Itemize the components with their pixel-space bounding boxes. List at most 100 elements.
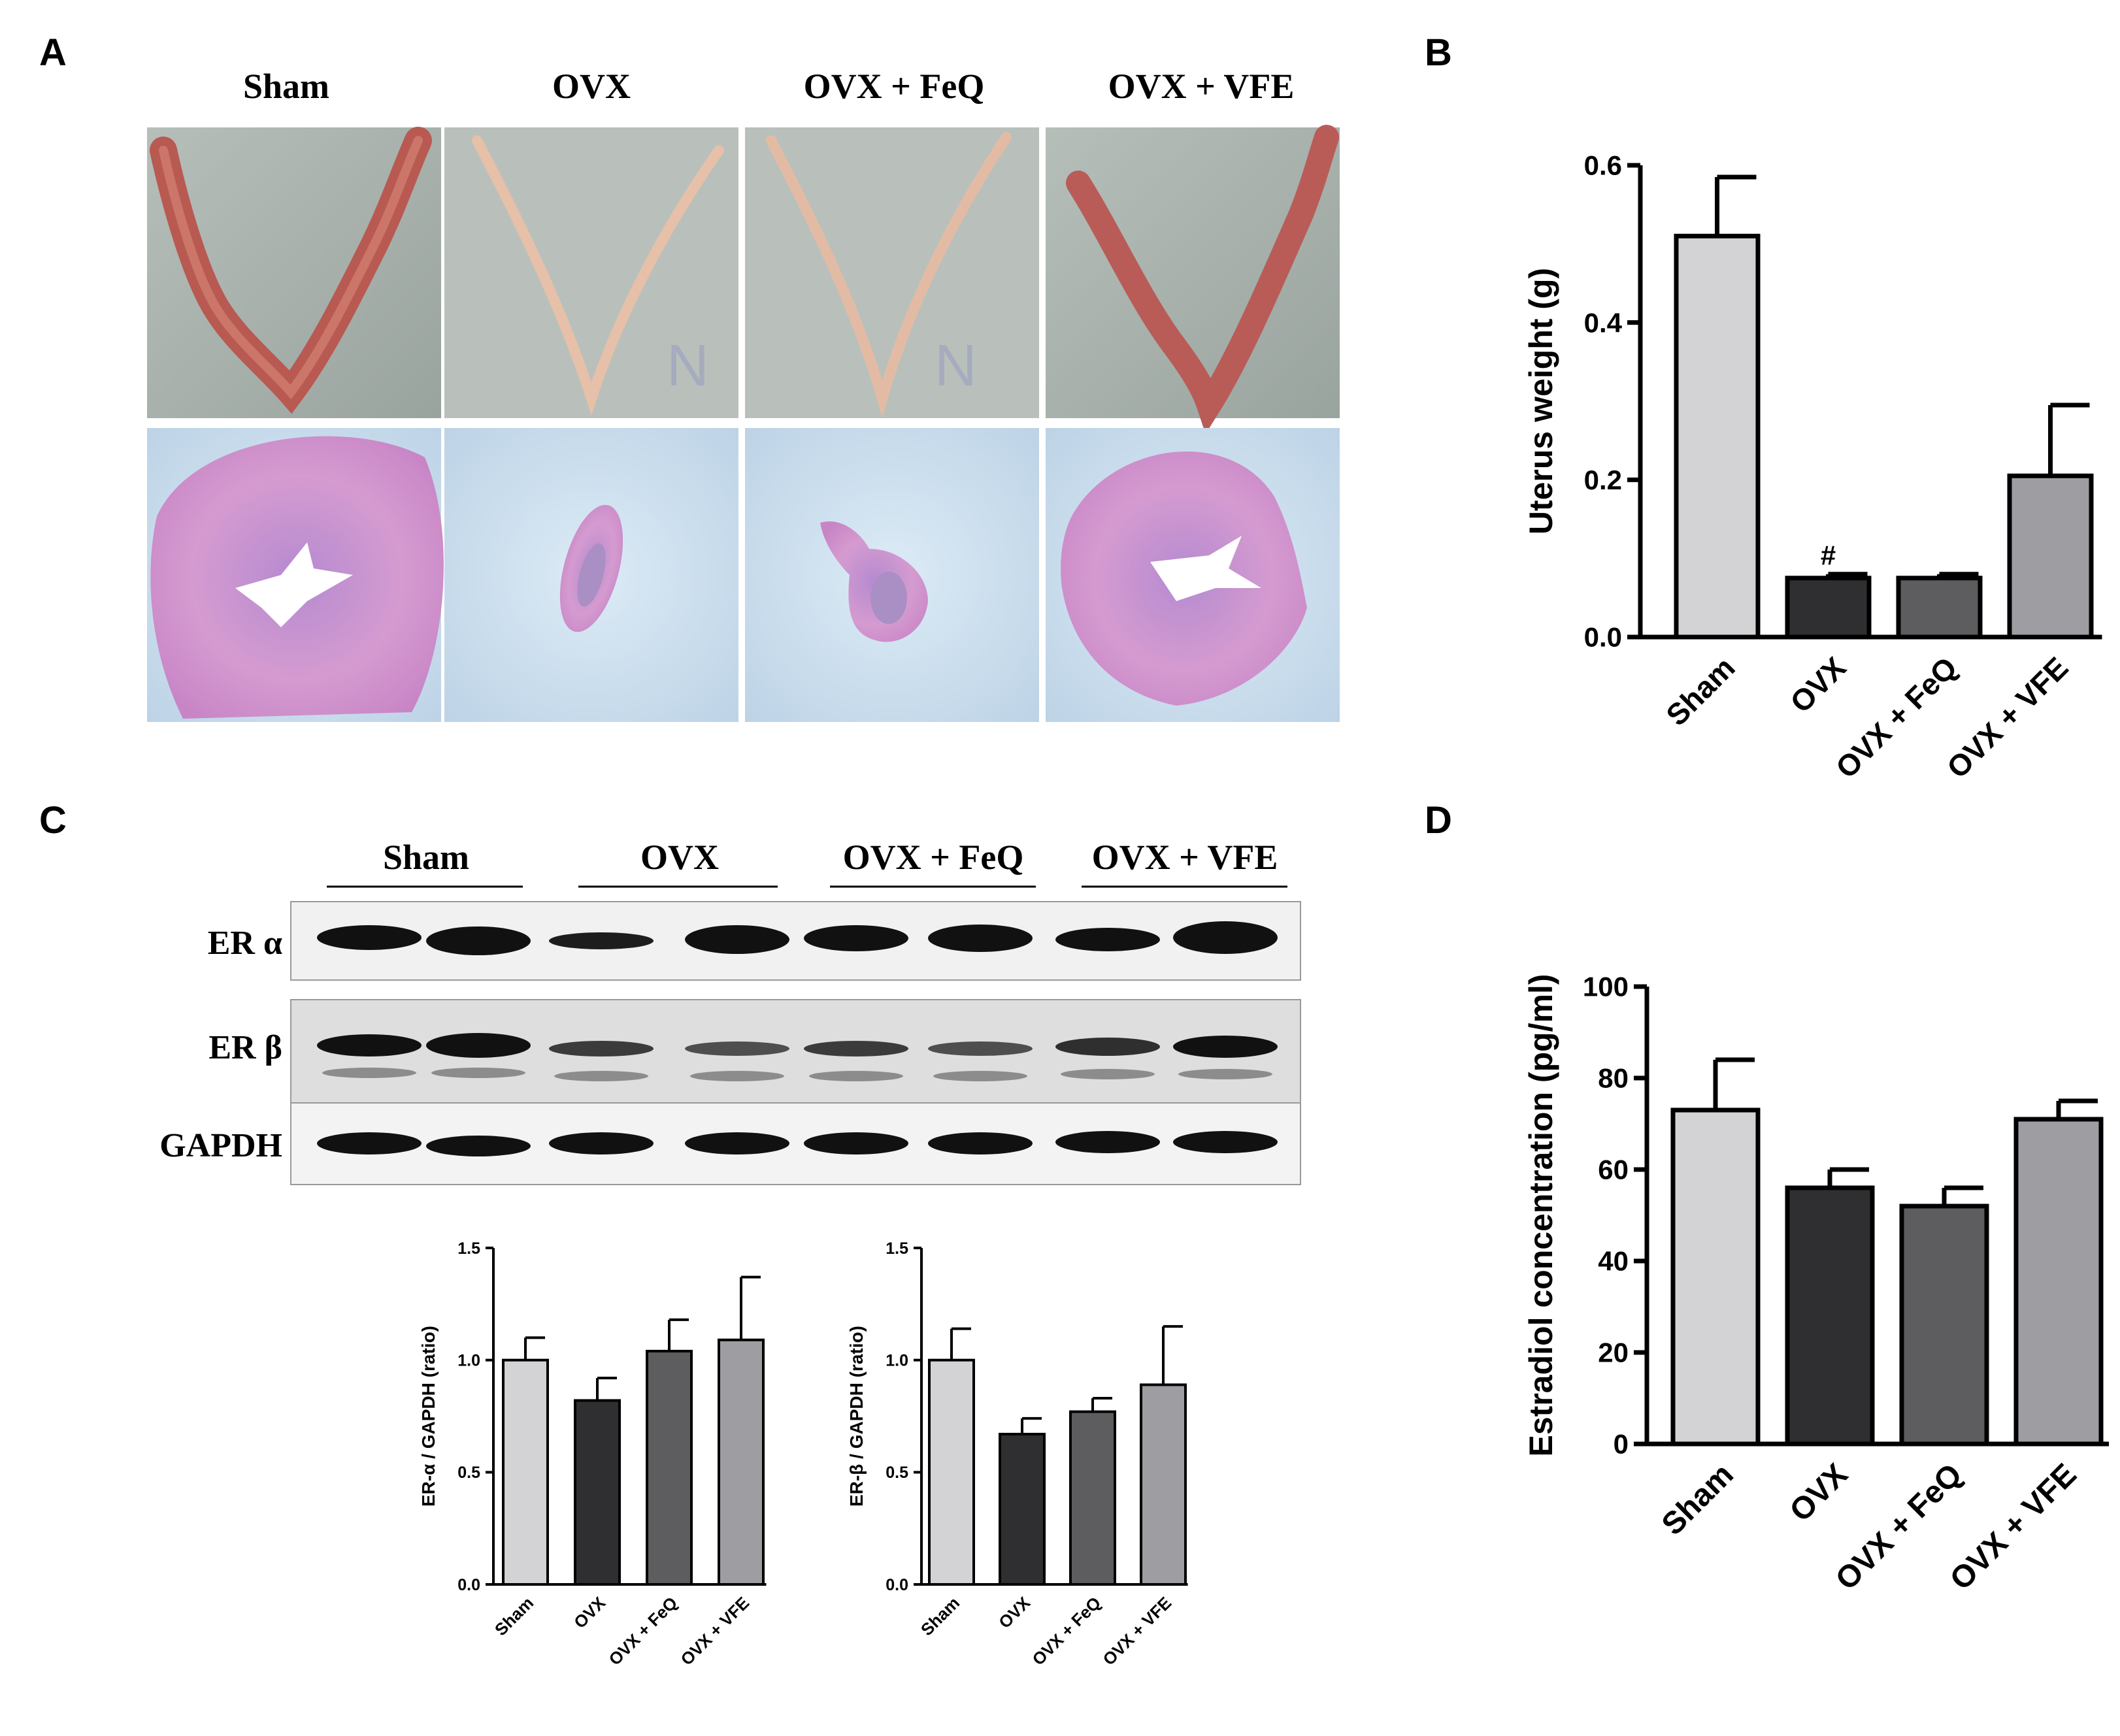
svg-text:N: N (667, 333, 709, 399)
blot-band (1173, 1036, 1278, 1058)
blot-band (804, 1041, 908, 1056)
y-tick-label: 40 (1598, 1246, 1629, 1277)
bar-ovx-feq (1899, 1204, 1989, 1447)
blot-label-er-beta: ER β (208, 1029, 282, 1066)
bar-ovx-vfe (2013, 1117, 2104, 1447)
bar-sham (928, 1358, 975, 1586)
svg-text:N: N (935, 333, 977, 399)
x-category-label: Sham (491, 1593, 537, 1639)
y-tick-label: 0.0 (457, 1576, 480, 1594)
bar-ovx (999, 1432, 1046, 1586)
x-category-label: OVX (995, 1593, 1035, 1633)
y-tick-label: 0.0 (886, 1576, 908, 1594)
panel-a-group-title-ovx: OVX (552, 67, 631, 106)
uterus-photo-ovx: N (444, 127, 738, 418)
blot-membrane (290, 999, 1301, 1115)
y-tick-label: 0 (1614, 1429, 1629, 1460)
blot-band (317, 925, 422, 950)
uterus-photo-vfe (1046, 125, 1340, 434)
blot-band-lower (690, 1071, 784, 1081)
blot-band-lower (322, 1068, 416, 1078)
x-category-label: Sham (1655, 1457, 1740, 1542)
bar-ovx-vfe (1140, 1383, 1187, 1586)
y-axis-title: ER-β / GAPDH (ratio) (846, 1326, 867, 1507)
blot-strip-er-alpha (290, 901, 1301, 981)
blot-band (426, 1033, 531, 1058)
y-tick-label: 0.6 (1584, 150, 1622, 181)
blot-band (928, 925, 1033, 952)
bar-sham (502, 1358, 549, 1586)
panel-c-group-title-feq: OVX + FeQ (843, 838, 1024, 877)
x-category-label: OVX + VFE (1099, 1593, 1175, 1669)
histology-sham (147, 428, 444, 722)
x-category-label: OVX (570, 1593, 610, 1633)
y-tick-label: 1.5 (886, 1239, 908, 1258)
histology-vfe (1046, 428, 1340, 722)
y-tick-label: 0.4 (1584, 307, 1623, 338)
y-tick-label: 0.0 (1584, 622, 1622, 653)
blot-band-lower (554, 1071, 648, 1081)
panel-c-group-title-ovx: OVX (640, 838, 719, 877)
x-category-label: OVX (1783, 650, 1853, 719)
y-axis-title: ER-α / GAPDH (ratio) (418, 1326, 439, 1507)
blot-band (685, 1041, 789, 1056)
blot-band (317, 1034, 422, 1056)
y-tick-label: 100 (1583, 972, 1629, 1002)
panel-c-group-title-sham: Sham (383, 838, 469, 877)
panel-b-letter: B (1425, 31, 1452, 74)
histology-row (147, 428, 1340, 722)
panel-c-group-title-vfe: OVX + VFE (1092, 838, 1278, 877)
histology-ovx (444, 428, 738, 722)
blot-strip-er-beta (290, 999, 1301, 1115)
y-tick-label: 1.0 (457, 1351, 480, 1369)
bar-ovx-vfe (2007, 473, 2094, 640)
y-axis-title: Estradiol concentration (pg/ml) (1523, 974, 1559, 1457)
blot-label-er-alpha: ER α (208, 925, 282, 962)
x-category-label: OVX + VFE (1940, 650, 2075, 785)
x-category-label: OVX + FeQ (1028, 1593, 1104, 1669)
blot-band (1173, 1131, 1278, 1153)
bar-ovx-feq (646, 1349, 693, 1586)
x-category-label: Sham (917, 1593, 963, 1639)
chart-d-estradiol: 0 20 40 60 80 100 Estradiol concentration (pg/… (1523, 972, 2109, 1597)
bar-ovx (574, 1399, 621, 1586)
blot-band-lower (1061, 1069, 1155, 1079)
blot-band (685, 925, 789, 954)
blot-band (1055, 928, 1160, 951)
panel-a-group-title-sham: Sham (243, 67, 329, 106)
western-blot-strips (290, 901, 1301, 1185)
y-tick-label: 20 (1598, 1337, 1629, 1368)
bar-sham (1670, 1107, 1761, 1447)
panel-a-group-title-feq: OVX + FeQ (804, 67, 985, 106)
panel-c-letter: C (39, 799, 67, 842)
bar-ovx (1785, 1185, 1875, 1447)
blot-band (426, 1136, 531, 1156)
y-tick-label: 80 (1598, 1063, 1629, 1094)
bar-ovx-vfe (718, 1338, 765, 1586)
blot-band (804, 925, 908, 951)
blot-band (804, 1132, 908, 1155)
x-category-label: Sham (1659, 650, 1741, 732)
histology-feq (745, 428, 1039, 722)
blot-band-lower (431, 1068, 525, 1078)
panel-d-letter: D (1425, 799, 1452, 842)
blot-band (549, 1132, 654, 1155)
y-tick-label: 1.5 (457, 1239, 480, 1258)
y-tick-label: 0.2 (1584, 465, 1622, 495)
blot-band (317, 1132, 422, 1155)
chart-c-er-alpha: 0.00.51.01.5ER-α / GAPDH (ratio)Sham OVXO… (418, 1239, 767, 1669)
significance-annotation: # (1821, 540, 1836, 571)
y-tick-label: 0.5 (457, 1464, 480, 1482)
blot-label-gapdh: GAPDH (159, 1127, 282, 1164)
y-tick-label: 1.0 (886, 1351, 908, 1369)
blot-band (1055, 1131, 1160, 1153)
x-category-label: OVX + FeQ (605, 1593, 681, 1669)
x-category-label: OVX + VFE (676, 1593, 753, 1669)
blot-band (928, 1132, 1033, 1155)
y-axis-title: Uterus weight (g) (1523, 268, 1559, 534)
blot-band-lower (809, 1071, 903, 1081)
blot-band-lower (933, 1071, 1027, 1081)
uterus-photo-row: N N (147, 125, 1340, 434)
blot-band (426, 926, 531, 955)
